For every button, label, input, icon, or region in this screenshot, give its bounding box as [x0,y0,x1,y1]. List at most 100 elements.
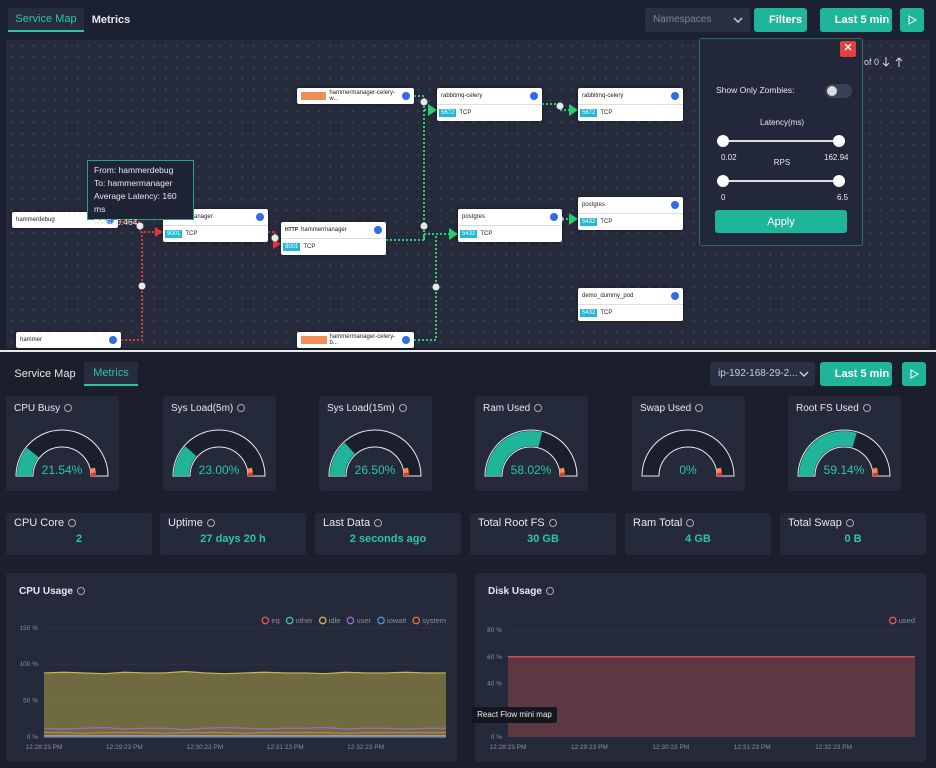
node-title: rabbitmq-celery [582,93,623,99]
gauge-crit [872,472,878,476]
node-title: HTTP hammermanager [285,227,347,233]
protocol: TCP [459,110,472,116]
handle[interactable] [271,234,279,242]
slider-knob[interactable] [833,135,845,147]
title: Last Data [323,517,371,529]
info-icon [237,404,246,413]
gauge-track [172,429,266,477]
tab[interactable]: Service Map [8,8,84,32]
node-name: hammerdebug [16,217,55,223]
service-node[interactable]: postgres 5432 TCP [578,197,683,230]
rabbitmq-logo [301,336,327,344]
title: Sys Load(5m) [171,403,234,414]
port: 5432 [580,218,598,226]
handle[interactable] [420,222,428,230]
handle[interactable] [432,283,440,291]
node-name: demo_dummy_pod [582,293,634,299]
edge-handles [136,98,564,291]
time-range-button[interactable]: Last 5 min [820,8,892,32]
node-header: rabbitmq-celery [437,88,542,105]
stat-title: Total Swap [788,517,854,529]
port: 5672 [439,109,457,117]
service-node[interactable]: postgres 5432 TCP [458,209,562,242]
series-line [44,732,446,734]
gauge-title: Sys Load(5m) [171,403,246,414]
protocol-badge: HTTP [285,227,299,233]
slider-knob[interactable] [717,135,729,147]
zombies-toggle[interactable] [825,84,852,98]
info-icon [374,519,383,528]
stat-card: Total Swap 0 B [780,513,926,555]
filters-button[interactable]: Filters [754,8,807,32]
node-name: postgres [462,214,486,220]
gauge-value: 23.00% [199,463,240,477]
tab[interactable]: Service Map [14,368,76,380]
handle[interactable] [420,98,428,106]
node-header: postgres [578,197,683,214]
k8s-icon [402,92,410,100]
service-node[interactable]: demo_dummy_pod 5432 TCP [578,288,683,321]
arrow [155,227,163,237]
chart-card: CPU Usage 0 % 50 % 100 % 150 % 12:28:23 PM 12:… [6,573,457,762]
service-node[interactable]: hammermanager-celery-b... [297,332,414,348]
close-button[interactable] [840,41,856,57]
node-header: demo_dummy_pod [578,288,683,305]
node-title: hammerdebug [16,217,55,223]
k8s-icon [530,92,538,100]
title: Total Root FS [478,517,545,529]
protocol: TCP [600,310,613,316]
y-tick-label: 150 % [20,625,39,632]
gauge-warn [872,467,878,474]
edge [121,232,143,341]
gauge-crit [716,472,722,476]
node-name: hammermanager-celery-w... [329,90,396,102]
play-button[interactable] [900,8,924,32]
apply-button[interactable]: Apply [715,210,847,233]
legend-marker [285,616,294,625]
slider-knob[interactable] [833,175,845,187]
service-node[interactable]: rabbitmq-celery 5672 TCP [578,88,683,121]
gauge-track [641,429,735,477]
play-icon [908,15,917,25]
node-port-row: 5432 TCP [578,214,683,230]
handle[interactable] [136,222,144,230]
service-node[interactable]: hammer [16,332,121,348]
area [44,671,446,737]
namespace-dropdown[interactable]: Namespaces [645,8,750,32]
x-tick-label: 12:32:23 PM [815,744,852,751]
stat-title: Uptime [168,517,215,529]
tab[interactable]: Metrics [84,362,138,386]
service-node[interactable]: rabbitmq-celery 5672 TCP [437,88,542,121]
legend-label: system [422,616,446,625]
tab[interactable]: Metrics [91,14,131,26]
filters-panel: Show Only Zombies: Latency(ms) 0.02 162.… [699,38,863,246]
host-dropdown[interactable]: ip-192-168-29-2... [710,362,815,386]
search-arrows[interactable] [882,56,906,68]
y-tick-label: 60 % [487,654,502,661]
title: Sys Load(15m) [327,403,395,414]
gauge: 23.00% [172,429,266,477]
node-port-row: 9001 TCP [163,226,268,242]
play-button[interactable] [902,362,926,386]
node-name: postgres [582,202,606,208]
handle[interactable] [556,102,564,110]
gauge-value-arc [799,431,857,476]
series-line [43,670,446,675]
gauge-warn [247,467,253,474]
time-range-button[interactable]: Last 5 min [820,362,892,386]
gauge-title: Sys Load(15m) [327,403,407,414]
k8s-icon [671,92,679,100]
gauge-card: Root FS Used 59.14% [788,396,901,491]
gauge-title: Swap Used [640,403,704,414]
k8s-icon [109,336,117,344]
service-node[interactable]: HTTP hammermanager 9001 TCP [281,222,386,255]
handle[interactable] [138,282,146,290]
slider-knob[interactable] [717,175,729,187]
area [508,656,915,737]
rps-min: 0 [721,193,726,202]
service-node[interactable]: hammermanager-celery-w... [297,88,414,104]
placeholder: Namespaces [653,14,712,25]
edge [386,233,452,241]
